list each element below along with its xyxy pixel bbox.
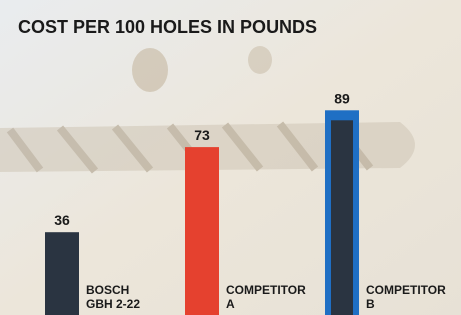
value-label: 73 bbox=[194, 127, 210, 143]
bar bbox=[185, 147, 219, 315]
category-label: BOSCH bbox=[86, 283, 129, 297]
value-label: 89 bbox=[334, 90, 350, 106]
category-label: COMPETITOR bbox=[226, 283, 306, 297]
category-label: GBH 2-22 bbox=[86, 297, 140, 311]
category-label: B bbox=[366, 297, 375, 311]
bar bbox=[45, 232, 79, 315]
category-label: COMPETITOR bbox=[366, 283, 446, 297]
chart-title: COST PER 100 HOLES IN POUNDS bbox=[18, 17, 317, 37]
bar-inner bbox=[331, 120, 353, 315]
chart: COST PER 100 HOLES IN POUNDS 36 BOSCHGBH … bbox=[0, 0, 461, 315]
category-label: A bbox=[226, 297, 235, 311]
value-label: 36 bbox=[54, 212, 70, 228]
